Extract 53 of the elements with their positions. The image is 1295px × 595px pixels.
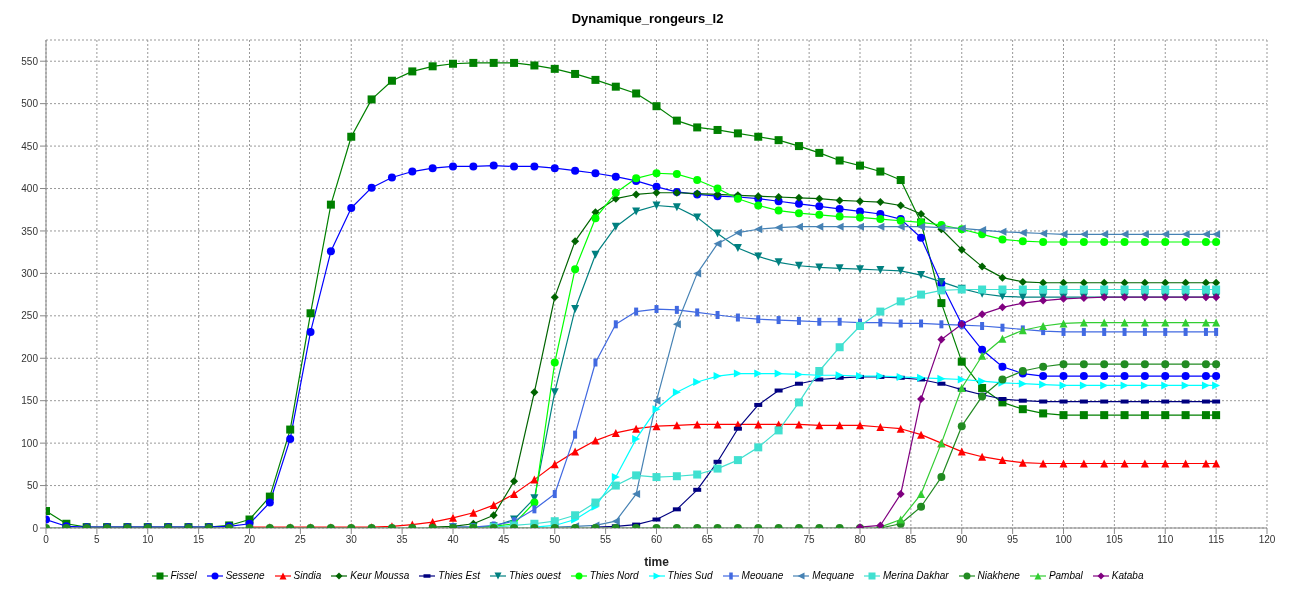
y-tick-label: 450 [21,140,39,152]
legend-label: Sindia [292,570,322,581]
y-tick-label: 400 [21,183,39,195]
y-tick-label: 500 [21,98,39,110]
y-tick-label: 0 [32,522,39,534]
legend-label: Niakhene [976,570,1020,581]
x-axis-title: time [644,555,670,569]
y-tick-label: 300 [21,267,39,279]
x-tick-label: 30 [345,534,358,546]
x-tick-label: 55 [600,534,612,546]
x-tick-label: 105 [1106,534,1124,546]
x-tick-label: 110 [1157,534,1174,546]
x-tick-label: 120 [1258,534,1276,546]
y-tick-label: 200 [21,352,39,364]
legend-label: Thies Est [437,570,480,581]
y-tick-label: 100 [21,437,39,449]
x-tick-label: 50 [549,534,561,546]
x-tick-label: 75 [803,534,816,546]
legend-label: Mequane [811,570,855,581]
x-tick-label: 85 [905,534,917,546]
legend-label: Thies Sud [666,570,713,581]
x-tick-label: 95 [1007,534,1019,546]
legend-label: Thies Nord [588,570,639,581]
x-tick-label: 65 [701,534,714,546]
y-tick-label: 50 [26,480,39,492]
legend-label: Merina Dakhar [882,570,949,581]
legend-label: Kataba [1110,570,1144,581]
x-tick-label: 35 [396,534,409,546]
y-tick-label: 350 [21,225,39,237]
legend-label: Fissel [169,570,197,581]
legend-label: Pambal [1047,570,1083,581]
x-tick-label: 0 [43,534,50,546]
x-tick-label: 25 [294,534,307,546]
legend-label: Sessene [224,570,265,581]
x-tick-label: 15 [193,534,205,546]
x-tick-label: 80 [854,534,866,546]
x-tick-label: 5 [94,534,101,546]
x-tick-label: 60 [650,534,663,546]
y-tick-label: 150 [21,395,39,407]
x-tick-label: 45 [498,534,510,546]
y-tick-label: 250 [21,310,39,322]
x-tick-label: 70 [752,534,765,546]
y-tick-label: 550 [21,55,39,67]
x-tick-label: 100 [1055,534,1073,546]
x-tick-label: 20 [243,534,256,546]
x-tick-label: 10 [142,534,154,546]
legend-label: Thies ouest [507,570,561,581]
x-tick-label: 90 [956,534,968,546]
x-tick-label: 40 [447,534,459,546]
x-tick-label: 115 [1208,534,1225,546]
chart-title: Dynamique_rongeurs_I2 [570,10,725,28]
legend-label: Keur Moussa [349,570,410,581]
legend-label: Meouane [740,570,784,581]
